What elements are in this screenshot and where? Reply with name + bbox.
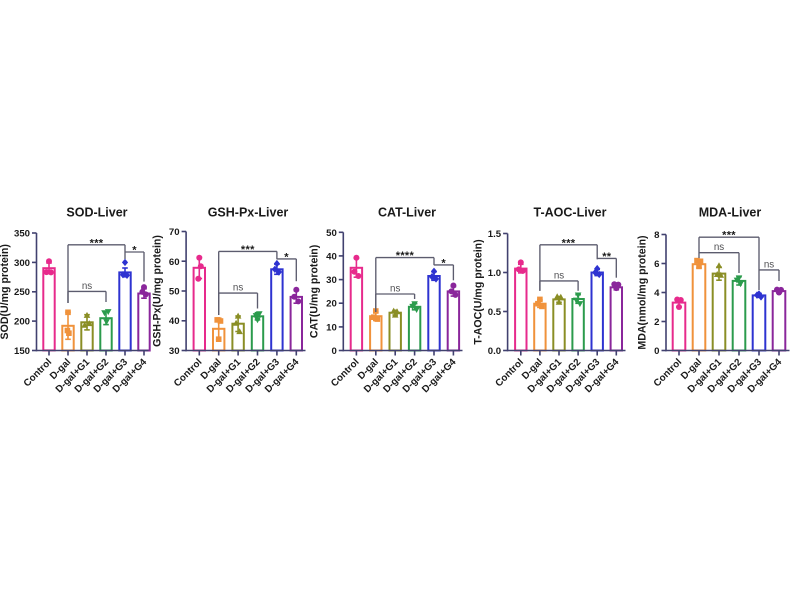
svg-text:2: 2: [654, 317, 659, 328]
svg-text:10: 10: [326, 322, 337, 333]
svg-text:300: 300: [14, 258, 30, 269]
svg-text:*: *: [132, 245, 137, 257]
svg-text:60: 60: [169, 257, 180, 268]
svg-text:****: ****: [396, 250, 415, 262]
svg-text:6: 6: [654, 259, 659, 270]
svg-text:***: ***: [722, 230, 736, 242]
svg-text:CAT(U/mg protein): CAT(U/mg protein): [309, 245, 321, 338]
svg-text:50: 50: [326, 228, 337, 239]
svg-text:T-AOC(U/mg protein): T-AOC(U/mg protein): [473, 239, 485, 344]
svg-text:SOD(U/mg protein): SOD(U/mg protein): [0, 244, 11, 339]
svg-text:150: 150: [14, 346, 30, 357]
svg-text:ns: ns: [714, 242, 724, 253]
svg-text:SOD-Liver: SOD-Liver: [66, 206, 127, 220]
svg-text:4: 4: [654, 288, 660, 299]
svg-text:***: ***: [241, 244, 255, 256]
svg-text:MDA-Liver: MDA-Liver: [699, 206, 762, 220]
svg-text:20: 20: [326, 299, 337, 310]
svg-text:*: *: [284, 251, 289, 263]
svg-text:GSH-Px(U/mg protein): GSH-Px(U/mg protein): [152, 235, 164, 347]
svg-text:250: 250: [14, 287, 30, 298]
svg-text:***: ***: [562, 237, 576, 249]
svg-text:40: 40: [169, 316, 180, 327]
svg-text:*: *: [441, 257, 446, 269]
svg-text:ns: ns: [554, 270, 564, 281]
svg-text:8: 8: [654, 230, 660, 241]
svg-text:350: 350: [14, 229, 30, 240]
svg-text:1.0: 1.0: [488, 268, 501, 279]
svg-text:ns: ns: [82, 281, 92, 292]
svg-text:T-AOC-Liver: T-AOC-Liver: [534, 206, 607, 220]
svg-text:200: 200: [14, 317, 30, 328]
svg-text:ns: ns: [390, 284, 400, 295]
svg-text:30: 30: [169, 346, 180, 357]
svg-text:CAT-Liver: CAT-Liver: [378, 206, 436, 220]
svg-text:30: 30: [326, 275, 337, 286]
svg-text:40: 40: [326, 251, 337, 262]
svg-text:MDA(nmol/mg protein): MDA(nmol/mg protein): [637, 235, 649, 349]
svg-text:0: 0: [654, 346, 659, 357]
svg-text:GSH-Px-Liver: GSH-Px-Liver: [208, 206, 289, 220]
svg-text:0.5: 0.5: [488, 307, 502, 318]
svg-text:50: 50: [169, 287, 180, 298]
svg-text:***: ***: [90, 237, 104, 249]
svg-text:70: 70: [169, 227, 180, 238]
svg-text:ns: ns: [764, 259, 774, 270]
svg-text:0: 0: [331, 346, 336, 357]
svg-text:0.0: 0.0: [488, 346, 501, 357]
svg-text:**: **: [602, 251, 612, 263]
svg-text:1.5: 1.5: [488, 229, 502, 240]
svg-text:ns: ns: [233, 283, 243, 294]
